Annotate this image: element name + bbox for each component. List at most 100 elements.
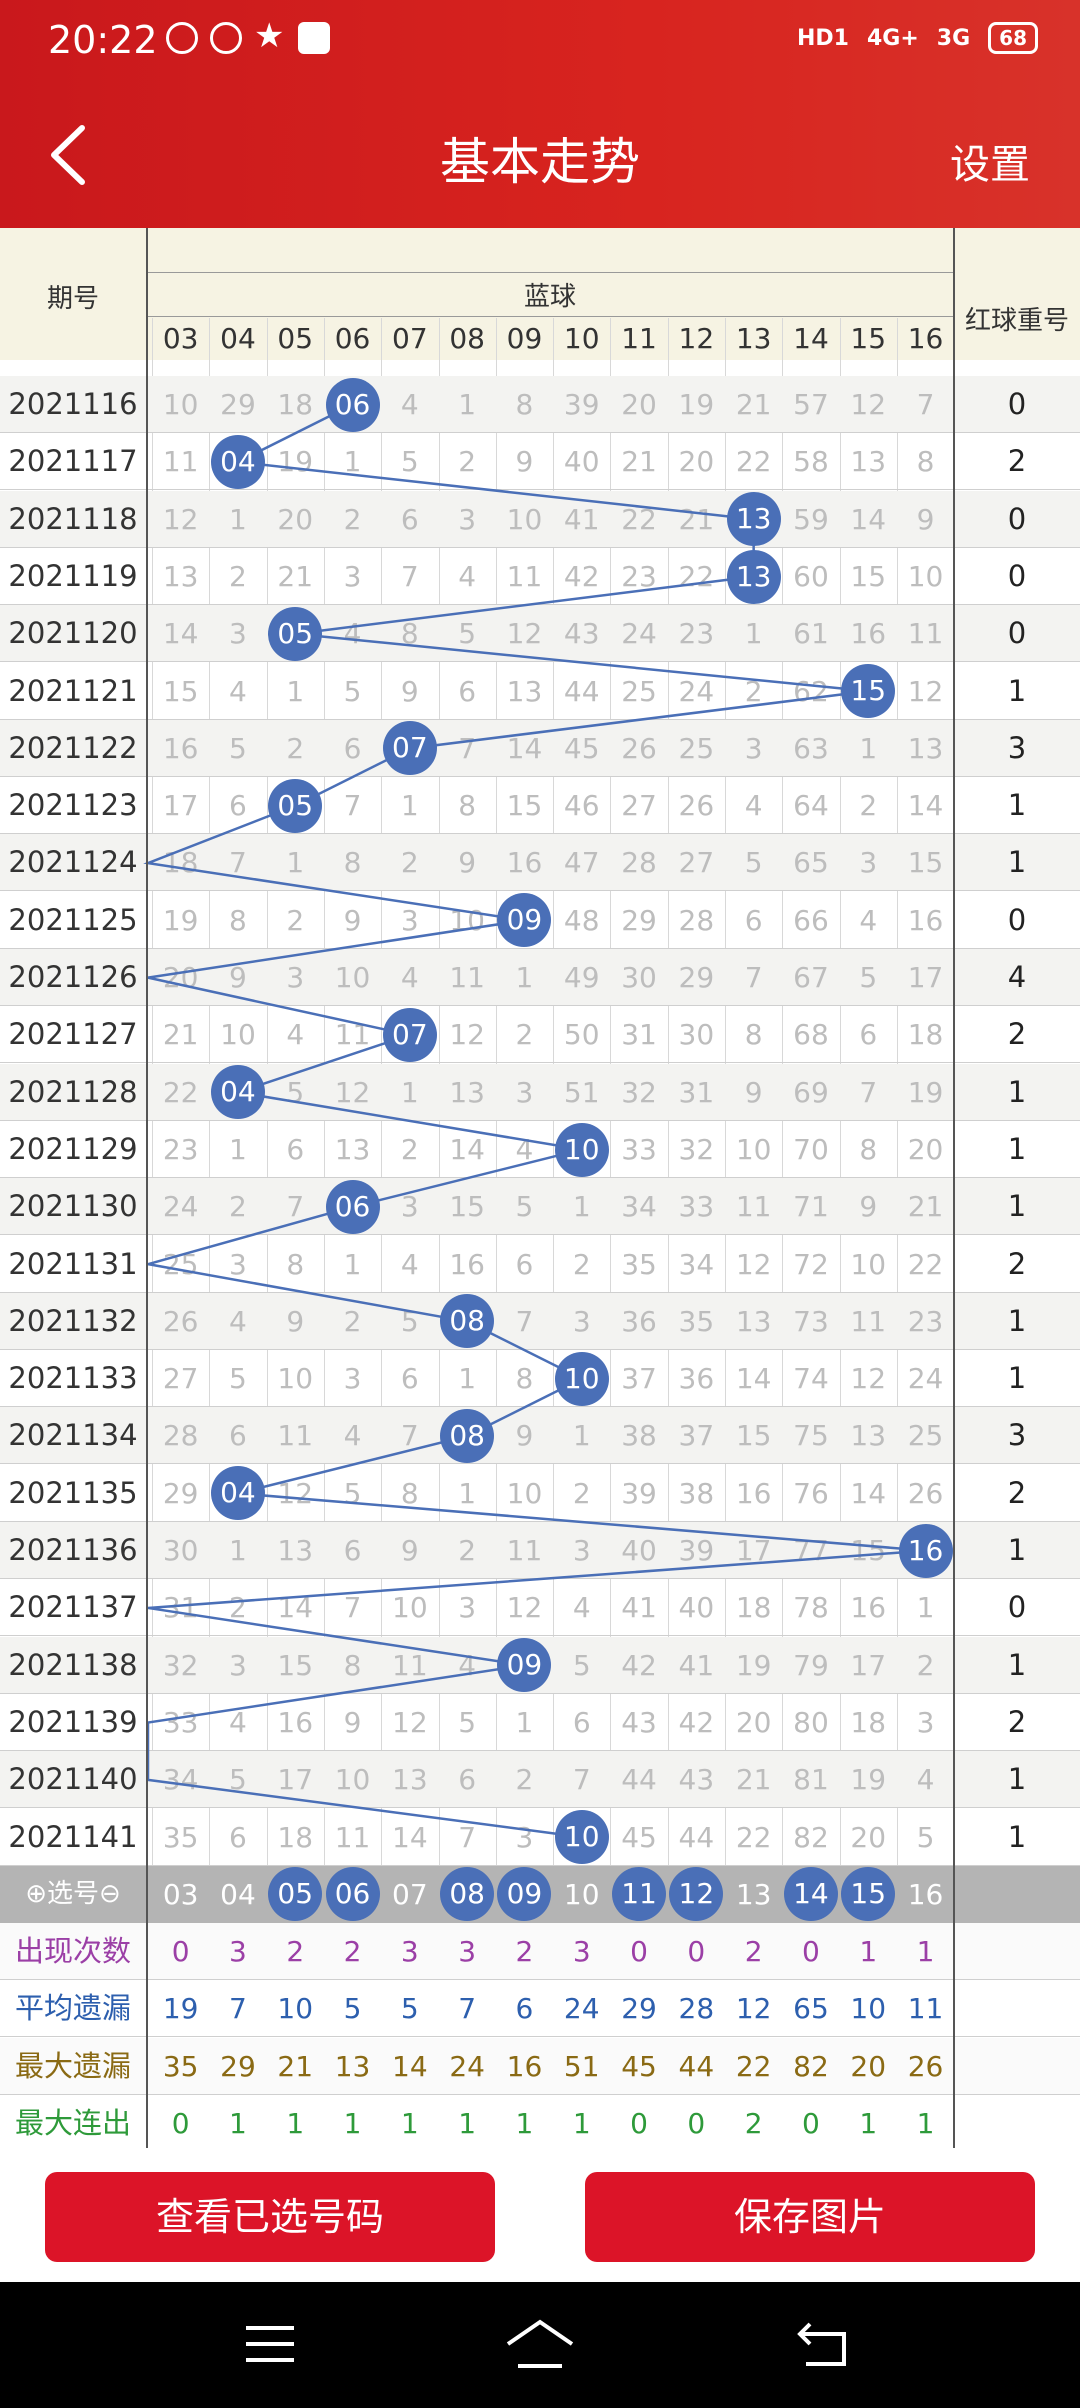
selected-number[interactable]: 05 [268,1866,323,1921]
table-row: 2021118121202631041222113591490 [0,490,1080,548]
miss-cell: 69 [793,1075,829,1109]
selected-number[interactable]: 11 [612,1866,667,1921]
blue-ball: 07 [382,1007,437,1062]
selector-label[interactable]: ⊕选号⊖ [25,1878,121,1909]
miss-cell: 3 [343,1362,362,1396]
miss-cell: 22 [735,1820,772,1854]
miss-cell: 15 [850,559,887,593]
red-repeat-count: 0 [1007,558,1027,593]
miss-cell: 8 [744,1018,763,1052]
miss-cell: 2 [400,846,419,880]
miss-cell: 46 [563,789,600,823]
selected-number[interactable]: 09 [497,1866,552,1921]
stats-row: 最大连出 0 1 1 1 1 1 1 1 0 0 2 0 1 1 [0,2095,1080,2152]
miss-cell: 8 [286,1247,305,1281]
table-row: 202112216526077144526253631133 [0,719,1080,777]
miss-cell: 9 [859,1190,878,1224]
miss-cell: 33 [678,1190,715,1224]
number-option[interactable]: 10 [563,1877,600,1911]
miss-cell: 8 [515,1362,534,1396]
miss-cell: 35 [162,1820,199,1854]
header-divider [146,272,954,273]
selected-number[interactable]: 06 [325,1866,380,1921]
status-time: 20:22 [48,18,158,62]
miss-cell: 6 [572,1705,591,1739]
miss-cell: 8 [400,617,419,651]
miss-cell: 7 [400,559,419,593]
back-button[interactable] [40,120,100,190]
stats-value: 28 [678,1992,715,2026]
miss-cell: 39 [621,1476,657,1510]
stats-value: 1 [916,2107,935,2140]
back-icon[interactable] [796,2320,850,2368]
number-option[interactable]: 16 [907,1877,944,1911]
miss-cell: 11 [506,559,543,593]
miss-cell: 58 [793,445,829,479]
issue-number: 2021129 [8,1131,138,1166]
miss-cell: 16 [449,1247,485,1281]
number-option[interactable]: 04 [220,1877,256,1911]
selected-number[interactable]: 08 [440,1866,495,1921]
miss-cell: 6 [229,1820,247,1854]
miss-cell: 2 [572,1247,591,1281]
miss-cell: 8 [515,388,534,421]
row-divider [0,1406,1080,1408]
selected-number[interactable]: 12 [669,1866,724,1921]
miss-cell: 7 [400,1419,419,1453]
miss-cell: 35 [621,1247,657,1281]
miss-cell: 14 [850,1476,887,1510]
miss-cell: 13 [850,445,887,479]
miss-cell: 13 [392,1763,428,1797]
settings-button[interactable]: 设置 [950,142,1030,188]
miss-cell: 19 [162,903,199,937]
view-selected-button[interactable]: 查看已选号码 [45,2172,495,2262]
miss-cell: 16 [162,731,199,765]
miss-cell: 10 [850,1247,887,1281]
save-image-button[interactable]: 保存图片 [585,2172,1035,2262]
table-row: 202112115415961344252426215121 [0,663,1080,720]
miss-cell: 12 [850,1362,887,1396]
grid-line [438,318,440,2004]
issue-number: 2021124 [8,845,138,880]
stats-value: 5 [400,1992,419,2026]
miss-cell: 22 [162,1075,199,1109]
miss-cell: 21 [162,1018,199,1052]
table-row: 20211352904125811023938167614262 [0,1465,1080,1522]
stats-value: 1 [286,2107,305,2140]
miss-cell: 12 [392,1705,428,1739]
miss-cell: 2 [286,903,305,937]
miss-cell: 44 [563,674,600,708]
number-option[interactable]: 13 [735,1877,772,1911]
column-header: 16 [907,322,944,355]
miss-cell: 19 [277,445,314,479]
miss-cell: 13 [735,1304,772,1338]
miss-cell: 6 [400,1362,419,1396]
miss-cell: 3 [229,1247,247,1281]
grid-line [610,318,612,2004]
miss-cell: 3 [572,1304,591,1338]
issue-number: 2021140 [8,1762,138,1797]
stats-value: 1 [859,2107,878,2140]
table-row: 20211161029180641839201921571270 [0,376,1080,433]
column-header: 14 [793,322,829,355]
red-repeat-count: 1 [1007,1074,1027,1109]
miss-cell: 1 [286,846,305,880]
star-icon: ★ [254,16,285,56]
signal-4g-icon: 4G+ [866,25,919,51]
menu-icon[interactable] [244,2322,296,2366]
miss-cell: 7 [916,388,935,421]
miss-cell: 17 [907,961,944,994]
number-option[interactable]: 07 [392,1877,428,1911]
miss-cell: 37 [621,1362,657,1396]
miss-cell: 15 [162,674,199,708]
selected-number[interactable]: 14 [783,1866,838,1921]
stats-label: 出现次数 [14,1934,131,1969]
stats-value: 35 [162,2049,199,2083]
miss-cell: 35 [678,1304,715,1338]
table-row: 2021117 11 04 19 1 5 2 9 40 21 20 22 58 13 8 2 [0,433,1080,491]
number-option[interactable]: 03 [162,1877,199,1911]
home-icon[interactable] [504,2318,576,2370]
stats-value: 7 [458,1992,477,2026]
miss-cell: 3 [343,559,362,593]
selected-number[interactable]: 15 [841,1866,896,1921]
